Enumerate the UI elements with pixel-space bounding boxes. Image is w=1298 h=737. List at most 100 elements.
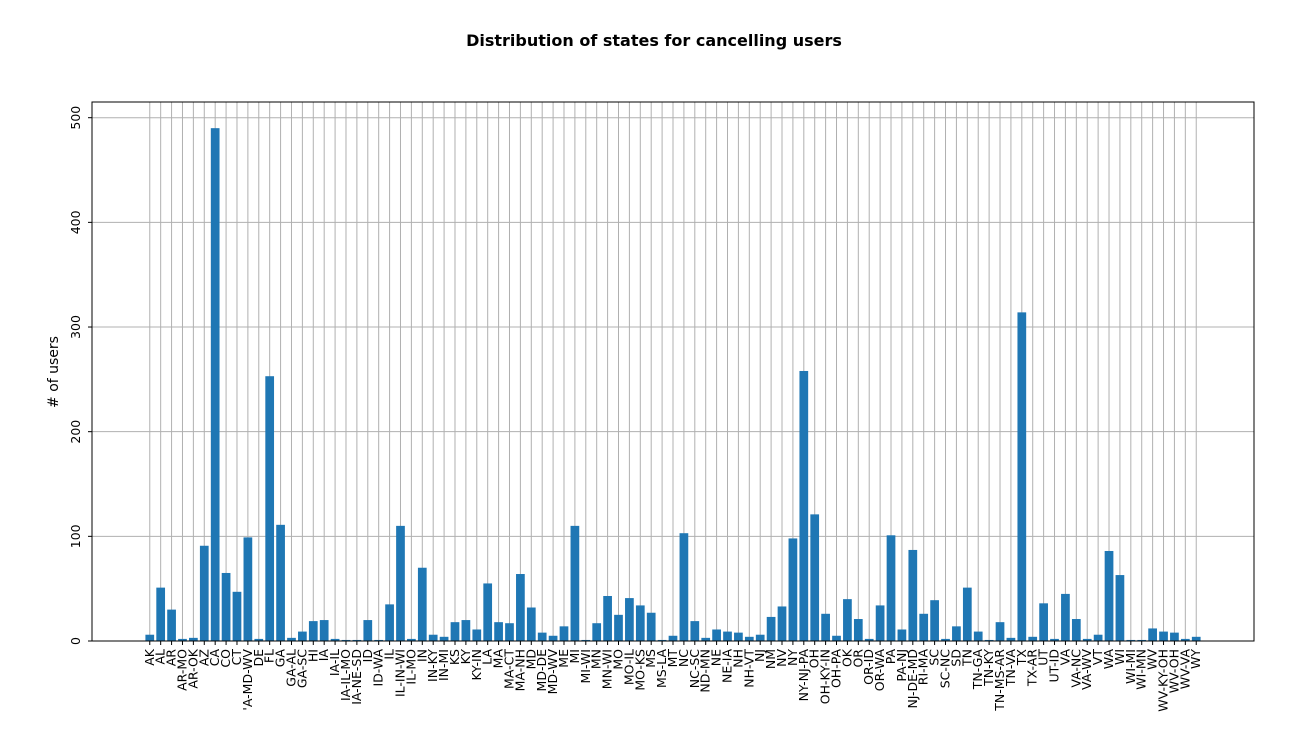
y-tick-label: 200 (68, 420, 83, 444)
bar (973, 631, 983, 641)
x-tick-label: NV (774, 649, 789, 667)
x-tick-label: LA (480, 649, 495, 665)
x-tick-label: KY-IN (469, 649, 484, 680)
x-tick-label: TN-KY (981, 649, 996, 687)
x-tick-label: NE (709, 649, 724, 666)
x-tick-label: KS (447, 649, 462, 665)
x-tick-label: MN (589, 649, 604, 669)
x-tick-label: VT (1090, 649, 1105, 666)
x-tick-label: WV-KY-OH (1156, 649, 1171, 712)
x-tick-label: IN-MI (436, 649, 451, 681)
x-tick-label: MI-WI (578, 649, 593, 684)
bar (984, 639, 994, 641)
bar (483, 583, 493, 641)
x-tick-label: MS-LA (654, 649, 669, 688)
bar (461, 620, 471, 641)
bar (864, 638, 874, 641)
bar (505, 623, 514, 641)
x-ticks: AKALARAR-MOAR-OKAZCACOCT'A-MD-WVDEFLGAGA… (142, 641, 1203, 712)
x-tick-label: WI-MI (1123, 649, 1138, 684)
bar (1180, 638, 1190, 641)
x-tick-label: CT (229, 649, 244, 666)
bar (744, 636, 754, 641)
x-tick-label: OR-WA (872, 649, 887, 692)
bars (145, 128, 1201, 642)
x-tick-label: MO-IL (621, 649, 636, 685)
x-tick-label: AR-OK (185, 648, 200, 688)
x-tick-label: NJ-DE-MD (905, 649, 920, 709)
bar (156, 587, 166, 641)
x-tick-label: TX (1014, 649, 1029, 667)
x-tick-label: SC (927, 649, 942, 666)
bar (537, 632, 547, 641)
x-tick-label: PA (883, 649, 898, 665)
x-tick-label: MA-NH (512, 649, 527, 691)
bar (167, 609, 176, 641)
x-tick-label: RI-MA (916, 649, 931, 686)
x-tick-label: MN-WI (600, 649, 615, 689)
bar (1071, 619, 1081, 641)
bar (919, 613, 929, 641)
y-ticks: 0 100 200 300 400 500 (68, 106, 92, 645)
x-tick-label: ME (556, 649, 571, 668)
bar (712, 629, 721, 641)
y-tick-label: 300 (68, 315, 83, 339)
bar (189, 637, 198, 641)
bar (897, 629, 907, 641)
x-tick-label: IL-MO (403, 649, 418, 685)
bar (635, 605, 645, 641)
bar (570, 525, 580, 641)
bar (396, 525, 405, 641)
bar (930, 600, 939, 641)
bar (766, 616, 776, 641)
x-tick-label: MD (523, 649, 538, 669)
x-tick-label: CO (218, 649, 233, 668)
bar (962, 587, 972, 641)
bar (439, 636, 449, 641)
x-tick-label: IN (414, 649, 429, 662)
x-tick-label: IA-NE-SD (349, 649, 364, 705)
x-tick-label: NJ (752, 649, 767, 662)
x-tick-label: FL (262, 649, 277, 663)
x-tick-label: WI-MN (1134, 649, 1149, 690)
bar (1137, 639, 1147, 641)
bar (407, 638, 416, 641)
bar (810, 514, 820, 641)
x-tick-label: TN-GA (970, 649, 985, 691)
bar (679, 533, 689, 641)
x-tick-label: VA-NC (1068, 649, 1083, 688)
bar (145, 634, 155, 641)
bar (178, 638, 187, 641)
x-tick-label: NH (730, 649, 745, 668)
bar (592, 623, 602, 641)
x-tick-label: PA-NJ (894, 649, 909, 682)
bar (1159, 631, 1168, 641)
x-tick-label: WV-OH (1166, 649, 1181, 693)
x-tick-label: MA-CT (501, 649, 516, 689)
plot-frame (91, 101, 1255, 642)
bar (243, 537, 253, 641)
x-tick-label: MO (610, 649, 625, 670)
x-tick-label: ID (360, 649, 375, 662)
x-tick-label: MT (665, 649, 680, 668)
bar (1017, 312, 1027, 641)
bar (1093, 634, 1103, 641)
x-tick-label: GA (273, 649, 288, 668)
bar (1006, 637, 1016, 641)
bar (559, 626, 569, 641)
x-tick-label: OR-ID (861, 649, 876, 685)
x-tick-label: TN (959, 649, 974, 667)
bar (614, 614, 623, 641)
bar (1191, 636, 1201, 641)
bar (1061, 593, 1070, 641)
x-tick-label: TN-VA (1003, 649, 1018, 688)
x-tick-label: WY (1188, 649, 1203, 669)
x-tick-label: OR (850, 649, 865, 668)
x-tick-label: UT-ID (1047, 649, 1062, 682)
bar (526, 607, 536, 641)
bar (308, 621, 318, 641)
bar (886, 535, 896, 641)
x-tick-label: OH (807, 649, 822, 668)
bar (646, 612, 656, 641)
x-tick-label: TX-AR (1025, 649, 1040, 687)
